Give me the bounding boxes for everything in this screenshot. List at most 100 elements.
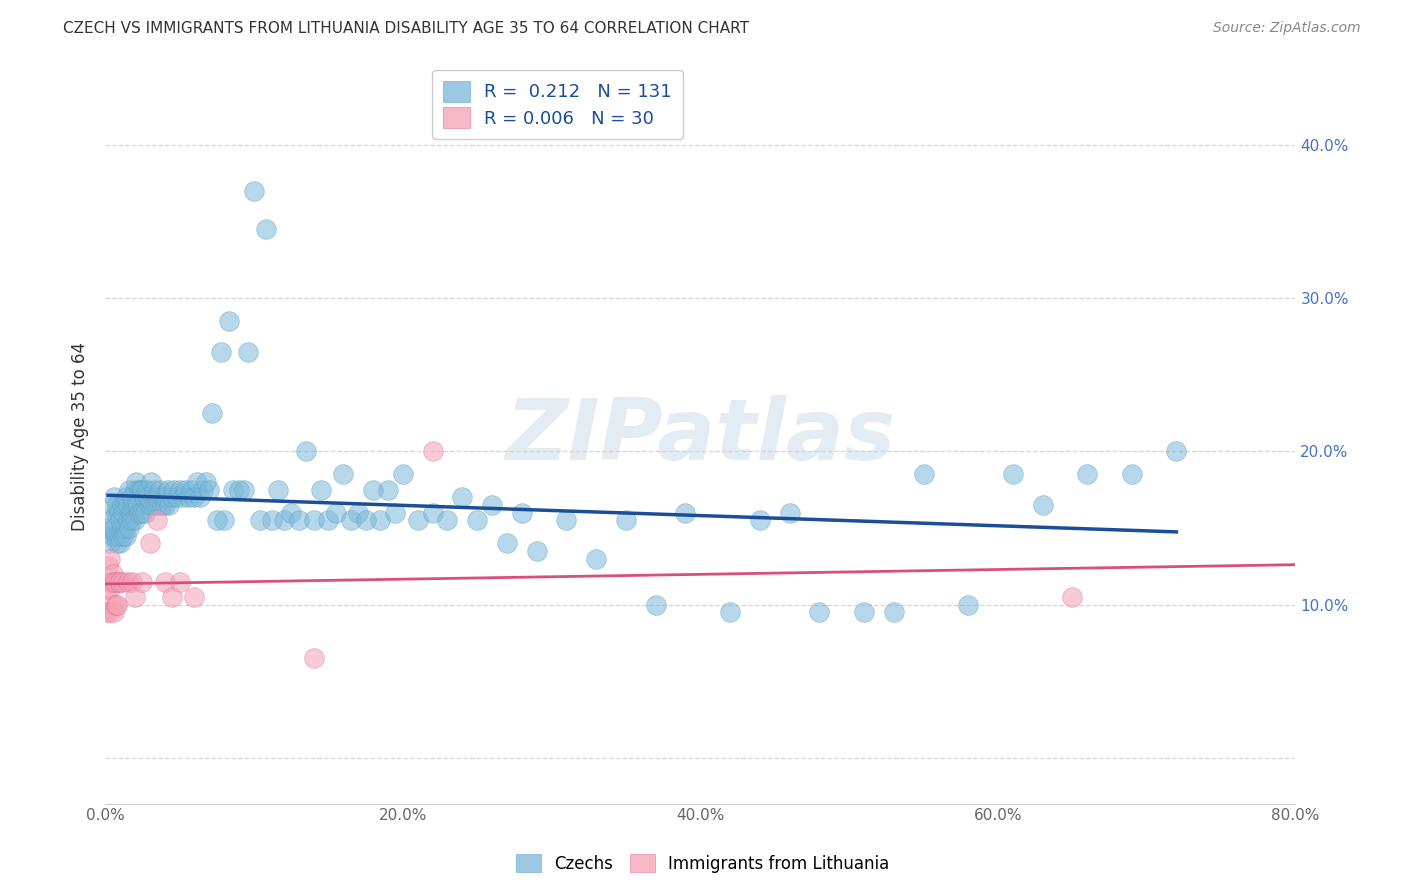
Point xyxy=(103,521,125,535)
Point xyxy=(1031,498,1053,512)
Point xyxy=(370,513,392,527)
Point xyxy=(957,598,980,612)
Point xyxy=(465,513,488,527)
Point xyxy=(347,506,370,520)
Y-axis label: Disability Age 35 to 64: Disability Age 35 to 64 xyxy=(72,342,89,531)
Point xyxy=(101,598,124,612)
Point xyxy=(422,444,444,458)
Point xyxy=(115,491,138,505)
Point xyxy=(183,491,205,505)
Point xyxy=(132,491,155,505)
Point xyxy=(325,506,347,520)
Point xyxy=(98,605,121,619)
Point xyxy=(222,483,245,497)
Point xyxy=(377,483,399,497)
Point xyxy=(110,498,132,512)
Point xyxy=(748,513,770,527)
Point xyxy=(152,491,174,505)
Point xyxy=(883,605,905,619)
Point xyxy=(108,513,131,527)
Point xyxy=(309,483,332,497)
Point xyxy=(160,491,183,505)
Point xyxy=(1001,467,1024,482)
Point xyxy=(526,544,548,558)
Point xyxy=(118,521,141,535)
Point xyxy=(209,344,232,359)
Point xyxy=(422,506,444,520)
Point xyxy=(97,559,120,574)
Point xyxy=(129,483,152,497)
Point xyxy=(451,491,474,505)
Point xyxy=(105,498,128,512)
Point xyxy=(103,605,125,619)
Point xyxy=(98,582,121,597)
Point xyxy=(131,483,153,497)
Point xyxy=(384,506,406,520)
Point xyxy=(436,513,458,527)
Point xyxy=(142,498,165,512)
Point xyxy=(254,222,277,236)
Point xyxy=(853,605,876,619)
Point xyxy=(198,483,221,497)
Point xyxy=(100,574,122,589)
Point xyxy=(104,598,127,612)
Point xyxy=(120,506,142,520)
Point xyxy=(107,574,129,589)
Point xyxy=(107,506,129,520)
Point xyxy=(112,574,135,589)
Point xyxy=(1121,467,1143,482)
Point xyxy=(125,498,148,512)
Point xyxy=(98,536,121,550)
Point xyxy=(117,574,139,589)
Point xyxy=(160,590,183,604)
Point xyxy=(912,467,935,482)
Point xyxy=(104,574,127,589)
Point xyxy=(114,521,136,535)
Point xyxy=(103,491,125,505)
Point xyxy=(260,513,283,527)
Point xyxy=(212,513,235,527)
Point xyxy=(139,536,162,550)
Point xyxy=(149,483,172,497)
Point xyxy=(193,483,215,497)
Point xyxy=(481,498,503,512)
Point xyxy=(148,498,170,512)
Point xyxy=(406,513,429,527)
Point xyxy=(145,498,167,512)
Point xyxy=(146,513,169,527)
Point xyxy=(107,528,129,542)
Point xyxy=(121,513,143,527)
Point xyxy=(779,506,801,520)
Point xyxy=(101,566,124,581)
Point xyxy=(280,506,302,520)
Point xyxy=(201,406,224,420)
Point xyxy=(555,513,578,527)
Point xyxy=(124,590,146,604)
Point xyxy=(177,491,200,505)
Point xyxy=(174,483,197,497)
Point xyxy=(135,483,157,497)
Point xyxy=(243,184,266,198)
Text: ZIPatlas: ZIPatlas xyxy=(505,394,896,477)
Point xyxy=(302,651,325,665)
Point xyxy=(97,582,120,597)
Point xyxy=(1166,444,1188,458)
Point xyxy=(496,536,519,550)
Point xyxy=(96,605,118,619)
Point xyxy=(124,513,146,527)
Point xyxy=(273,513,295,527)
Point xyxy=(127,498,149,512)
Point xyxy=(108,574,131,589)
Point xyxy=(121,574,143,589)
Point xyxy=(236,344,259,359)
Point xyxy=(190,491,212,505)
Point xyxy=(121,491,143,505)
Point xyxy=(510,506,533,520)
Point xyxy=(180,483,202,497)
Point xyxy=(172,491,194,505)
Point xyxy=(302,513,325,527)
Point xyxy=(195,475,218,489)
Point xyxy=(146,491,169,505)
Point xyxy=(138,491,160,505)
Point xyxy=(718,605,741,619)
